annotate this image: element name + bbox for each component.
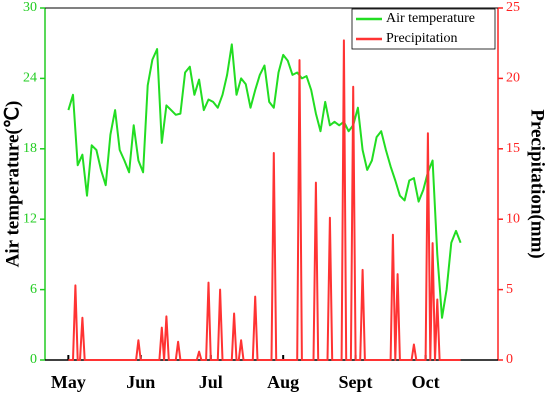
x-tick-label: Aug (267, 372, 299, 392)
data-line (68, 39, 461, 361)
legend-box (351, 8, 496, 50)
x-tick-label: Sept (339, 372, 373, 392)
y-tick-label: 18 (23, 141, 37, 156)
y2-tick-label: 0 (506, 352, 513, 367)
y-tick-label: 0 (30, 352, 37, 367)
y2-tick-label: 20 (506, 71, 520, 86)
x-tick-label: May (51, 372, 86, 392)
x-tick-label: Oct (412, 372, 440, 392)
y-tick-label: 30 (23, 0, 37, 15)
legend-label: Precipitation (386, 31, 458, 46)
legend-label: Air temperature (386, 11, 475, 26)
y2-tick-label: 25 (506, 0, 520, 15)
x-tick-label: Jul (199, 372, 223, 392)
data-line (67, 43, 462, 319)
y-tick-label: 12 (23, 211, 37, 226)
y-tick-label: 6 (30, 282, 37, 297)
y-tick-label: 24 (23, 71, 37, 86)
y2-axis-title: Precipitation(mm) (527, 109, 548, 259)
y-axis-title: Air temperature(℃) (2, 101, 23, 268)
y2-tick-label: 15 (506, 141, 520, 156)
y2-tick-label: 10 (506, 211, 520, 226)
y2-tick-label: 5 (506, 282, 513, 297)
x-tick-label: Jun (126, 372, 155, 392)
